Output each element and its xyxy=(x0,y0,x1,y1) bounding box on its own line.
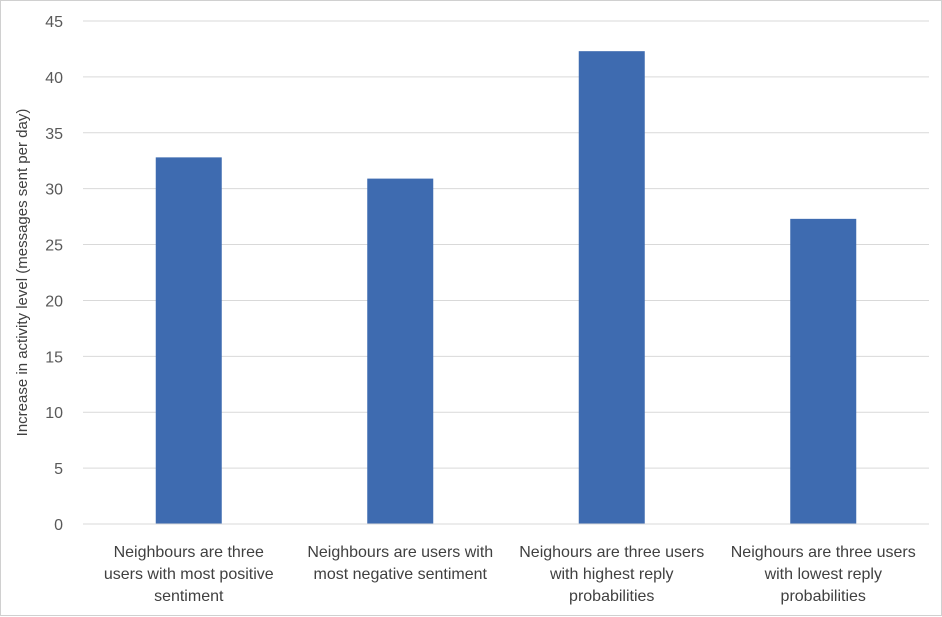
bar xyxy=(367,178,434,524)
gridlines xyxy=(83,20,929,469)
y-axis-ticks: 0 5 10 15 20 25 30 35 40 45 xyxy=(45,14,63,534)
y-tick-label: 35 xyxy=(45,126,63,143)
y-tick-label: 10 xyxy=(45,405,63,422)
bar xyxy=(790,218,857,524)
y-tick-label: 0 xyxy=(54,517,63,534)
y-tick-label: 20 xyxy=(45,293,63,310)
x-axis-categories: Neighbours are three users with most posi… xyxy=(104,544,916,605)
bar xyxy=(155,157,222,524)
y-tick-label: 25 xyxy=(45,238,63,255)
x-category-label: Neighours are three users with highest re… xyxy=(519,544,704,605)
y-axis-label: Increase in activity level (messages sen… xyxy=(14,109,31,437)
y-tick-label: 30 xyxy=(45,182,63,199)
y-tick-label: 15 xyxy=(45,349,63,366)
x-category-label: Neighbours are users with most negative s… xyxy=(307,544,493,583)
x-category-label: Neighours are three users with lowest rep… xyxy=(731,544,916,605)
x-category-label: Neighbours are three users with most posi… xyxy=(104,544,274,605)
y-tick-label: 40 xyxy=(45,70,63,87)
y-tick-label: 45 xyxy=(45,14,63,31)
y-tick-label: 5 xyxy=(54,461,63,478)
bars xyxy=(155,51,857,525)
bar xyxy=(578,51,645,525)
